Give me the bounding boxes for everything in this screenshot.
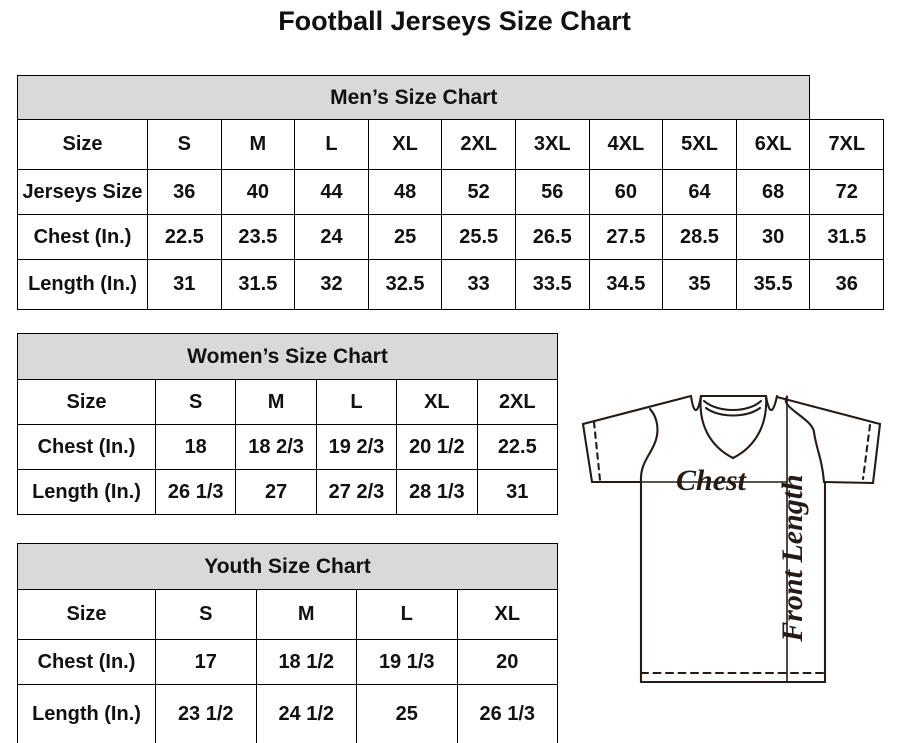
svg-text:Front Length: Front Length — [776, 474, 809, 643]
svg-text:Chest: Chest — [676, 464, 748, 497]
